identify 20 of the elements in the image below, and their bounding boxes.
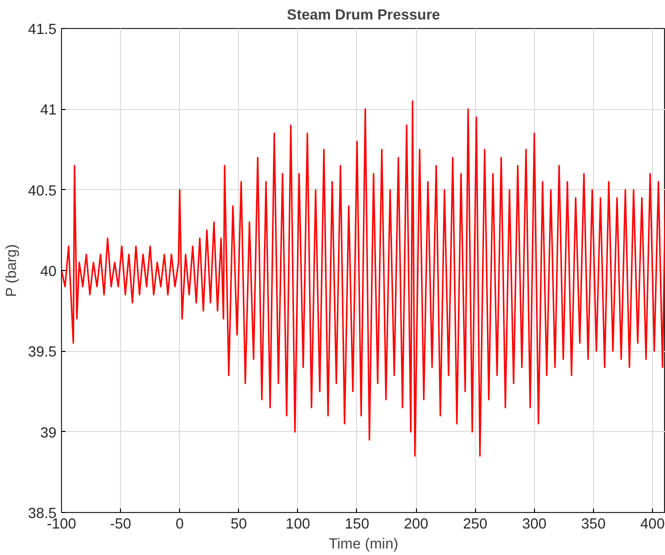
y-axis-title: P (barg): [4, 244, 20, 297]
y-tick-label: 39.5: [28, 344, 57, 361]
chart-title: Steam Drum Pressure: [286, 8, 440, 24]
line-series: [62, 100, 665, 457]
x-tick-label: 400: [640, 516, 665, 532]
x-tick-label: 200: [404, 516, 428, 532]
x-axis-title: Time (min): [328, 536, 398, 552]
x-tick-label: 0: [176, 516, 184, 532]
x-tick-label: 50: [230, 516, 247, 532]
x-tick-label: -50: [110, 516, 132, 532]
y-tick-label: 40: [40, 264, 57, 280]
x-tick-label: 150: [344, 516, 370, 532]
x-tick-label: 350: [581, 516, 606, 532]
y-tick-label: 40.5: [28, 183, 57, 200]
x-tick-label: 300: [522, 516, 547, 532]
y-tick-label: 41: [40, 102, 57, 119]
x-tick-label: 100: [286, 516, 310, 532]
x-tick-label: 250: [462, 516, 488, 532]
y-tick-label: 39: [40, 425, 57, 442]
y-tick-label: 41.5: [28, 22, 57, 38]
